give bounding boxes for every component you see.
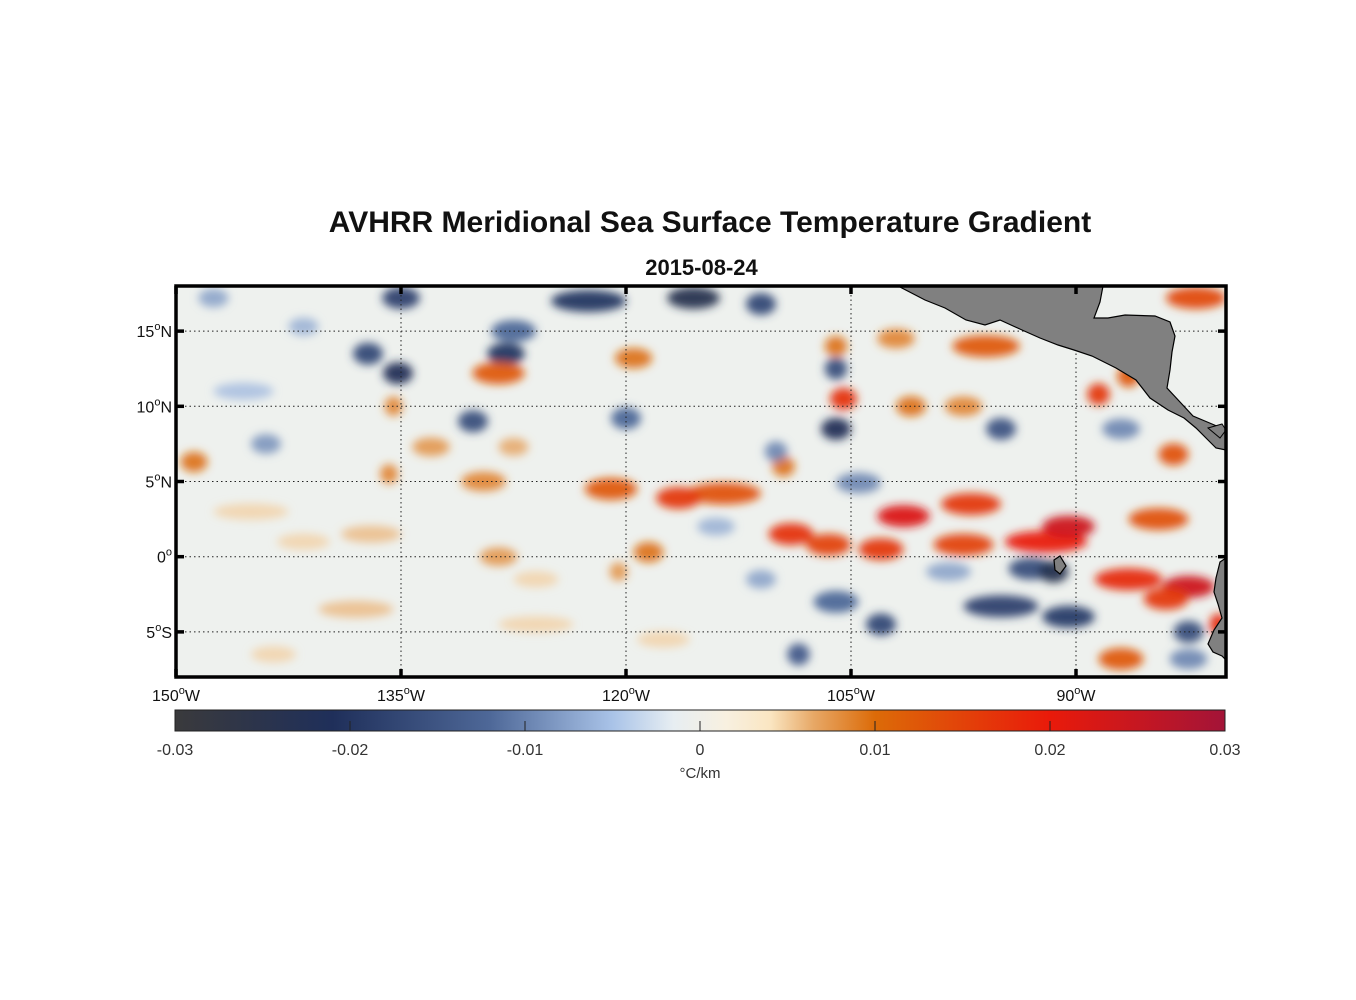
- lat-label: 10oN: [137, 396, 172, 416]
- warm-gradient-band: [1098, 648, 1144, 670]
- cool-gradient-band: [251, 434, 281, 454]
- cool-gradient-band: [866, 613, 896, 636]
- lon-label: 150oW: [152, 685, 201, 705]
- gradient-field: [180, 287, 1226, 670]
- figure-subtitle: 2015-08-24: [645, 255, 758, 280]
- warm-gradient-band: [251, 646, 296, 663]
- latitude-labels: 15oN 10oN 5oN 0o 5oS: [137, 321, 172, 642]
- cool-gradient-band: [746, 293, 776, 315]
- colorbar-unit-label: °C/km: [680, 765, 721, 782]
- cool-gradient-band: [746, 570, 776, 589]
- warm-gradient-band: [806, 533, 851, 556]
- warm-gradient-band: [609, 562, 628, 581]
- lon-label: 105oW: [827, 685, 876, 705]
- warm-gradient-band: [1166, 287, 1226, 309]
- cool-gradient-band: [1042, 605, 1095, 628]
- warm-gradient-band: [824, 336, 848, 357]
- cool-gradient-band: [487, 342, 525, 365]
- colorbar: -0.03 -0.02 -0.01 0 0.01 0.02 0.03 °C/km: [157, 709, 1241, 782]
- warm-gradient-band: [498, 438, 529, 456]
- central-america-landmass: [897, 286, 1226, 451]
- longitude-labels: 150oW 135oW 120oW 105oW 90oW: [152, 685, 1096, 705]
- cool-gradient-band: [836, 472, 881, 494]
- cool-gradient-band: [382, 287, 420, 309]
- warm-gradient-band: [498, 616, 574, 633]
- cool-gradient-band: [551, 290, 626, 312]
- warm-gradient-band: [1158, 443, 1189, 466]
- cool-gradient-band: [667, 287, 720, 309]
- warm-gradient-band: [686, 482, 761, 505]
- warm-gradient-band: [941, 493, 1001, 516]
- warm-gradient-band: [180, 451, 208, 473]
- warm-gradient-band: [830, 387, 857, 410]
- lat-label: 5oN: [145, 472, 172, 492]
- cool-gradient-band: [383, 362, 413, 385]
- warm-gradient-band: [877, 328, 915, 349]
- lon-label: 90oW: [1056, 685, 1096, 705]
- warm-gradient-band: [637, 631, 690, 648]
- warm-gradient-band: [952, 335, 1020, 358]
- cool-gradient-band: [787, 643, 810, 666]
- warm-gradient-band: [1128, 508, 1189, 531]
- cool-gradient-band: [813, 590, 859, 613]
- cool-gradient-band: [821, 417, 851, 440]
- warm-gradient-band: [584, 478, 638, 500]
- warm-gradient-band: [768, 523, 814, 546]
- lon-label: 120oW: [602, 685, 651, 705]
- warm-gradient-band: [877, 505, 930, 528]
- cool-gradient-band: [611, 407, 641, 430]
- south-america-landmass: [1207, 557, 1226, 661]
- cool-gradient-band: [288, 317, 319, 336]
- colorbar-tick-label: -0.02: [332, 742, 369, 759]
- cool-gradient-band: [198, 288, 229, 308]
- cool-gradient-band: [764, 441, 788, 462]
- lat-label: 5oS: [146, 622, 172, 642]
- cool-gradient-band: [213, 382, 274, 400]
- warm-gradient-band: [1087, 383, 1110, 406]
- colorbar-tick-label: 0: [696, 742, 705, 759]
- warm-gradient-band: [513, 571, 559, 588]
- cool-gradient-band: [458, 410, 488, 433]
- map-ticks: [174, 286, 1226, 677]
- colorbar-tick-label: 0.01: [859, 742, 890, 759]
- cool-gradient-band: [1169, 648, 1208, 670]
- cool-gradient-band: [697, 517, 735, 536]
- cool-gradient-band: [824, 357, 848, 380]
- cool-gradient-band: [986, 417, 1016, 440]
- warm-gradient-band: [633, 542, 664, 563]
- lat-label: 0o: [157, 547, 172, 567]
- warm-gradient-band: [858, 538, 904, 561]
- warm-gradient-band: [479, 547, 518, 566]
- warm-gradient-band: [614, 348, 653, 369]
- colorbar-tick-label: 0.02: [1034, 742, 1065, 759]
- warm-gradient-band: [656, 487, 701, 509]
- colorbar-tick-label: 0.03: [1209, 742, 1240, 759]
- colorbar-ticks: [174, 721, 1226, 731]
- colorbar-tick-labels: -0.03 -0.02 -0.01 0 0.01 0.02 0.03: [157, 742, 1241, 759]
- warm-gradient-band: [318, 600, 394, 618]
- warm-gradient-band: [213, 503, 289, 520]
- warm-gradient-band: [1042, 515, 1095, 538]
- cool-gradient-band: [1102, 418, 1140, 440]
- lon-label: 135oW: [377, 685, 426, 705]
- cool-gradient-band: [353, 342, 383, 365]
- colorbar-tick-label: -0.03: [157, 742, 194, 759]
- warm-gradient-band: [1143, 587, 1189, 610]
- colorbar-tick-label: -0.01: [507, 742, 544, 759]
- cool-gradient-band: [926, 562, 971, 581]
- warm-gradient-band: [933, 533, 994, 556]
- cool-gradient-band: [963, 595, 1039, 618]
- warm-gradient-band: [380, 464, 398, 484]
- warm-gradient-band: [1094, 568, 1163, 591]
- warm-gradient-band: [412, 437, 450, 457]
- lat-label: 15oN: [137, 321, 172, 341]
- warm-gradient-band: [277, 533, 330, 550]
- figure-title: AVHRR Meridional Sea Surface Temperature…: [328, 206, 1092, 239]
- warm-gradient-band: [341, 525, 401, 543]
- galapagos-islands: [1053, 555, 1067, 575]
- warm-gradient-band: [472, 362, 525, 385]
